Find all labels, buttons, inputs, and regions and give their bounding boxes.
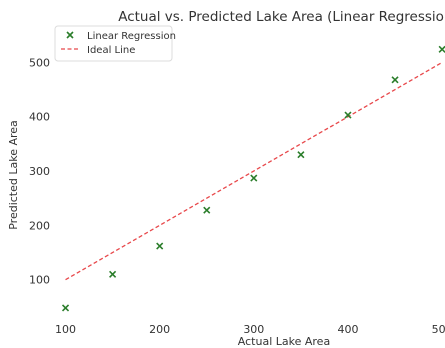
x-axis-label: Actual Lake Area (238, 335, 330, 348)
data-point-5 (297, 151, 305, 159)
ideal-line-layer (65, 61, 443, 281)
data-point-8 (438, 45, 445, 53)
x-tick-label-400: 400 (337, 323, 358, 336)
x-tick-label-200: 200 (149, 323, 170, 336)
legend-marker-x-icon (66, 31, 74, 39)
data-point-2 (156, 242, 164, 250)
legend-label-linear-regression: Linear Regression (87, 31, 176, 42)
x-tick-label-500: 500 (432, 323, 445, 336)
ideal-line (65, 61, 443, 281)
data-point-1 (109, 270, 117, 278)
data-point-3 (203, 206, 211, 214)
data-point-7 (391, 76, 399, 84)
y-tick-label-500: 500 (29, 56, 50, 69)
y-tick-label-200: 200 (29, 219, 50, 232)
data-point-0 (61, 304, 70, 312)
legend: Linear Regression Ideal Line (54, 25, 176, 62)
y-tick-label-400: 400 (29, 111, 50, 124)
y-axis-ticks: 100 200 300 400 500 (29, 56, 50, 286)
data-point-4 (250, 174, 258, 182)
data-point-6 (344, 111, 352, 119)
x-axis-ticks: 100 200 300 400 500 (55, 323, 445, 336)
chart-title: Actual vs. Predicted Lake Area (Linear R… (118, 9, 445, 25)
legend-label-ideal-line: Ideal Line (87, 45, 135, 56)
y-axis-label: Predicted Lake Area (7, 120, 20, 230)
y-tick-label-100: 100 (29, 274, 50, 287)
y-tick-label-300: 300 (29, 165, 50, 178)
x-tick-label-300: 300 (243, 323, 264, 336)
legend-box (54, 25, 173, 62)
scatter-points (61, 45, 445, 312)
x-tick-label-100: 100 (55, 323, 76, 336)
